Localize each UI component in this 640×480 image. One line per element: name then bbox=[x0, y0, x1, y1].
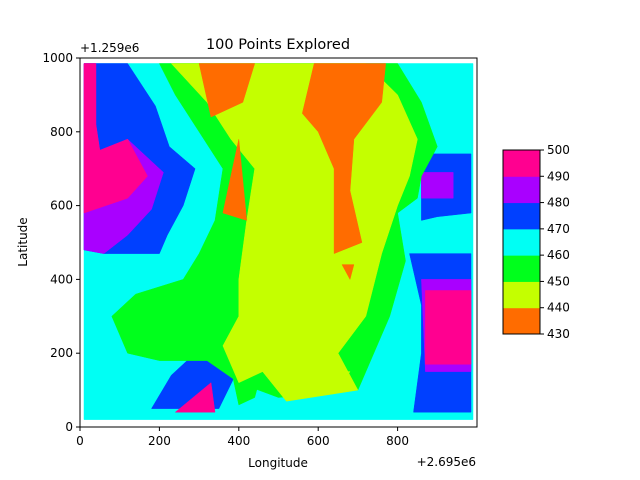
colorbar-swatch bbox=[503, 150, 540, 177]
colorbar-tick-label: 440 bbox=[547, 301, 570, 315]
colorbar-swatch bbox=[503, 307, 540, 335]
y-axis: 0 200 400 600 800 1000 bbox=[42, 51, 80, 434]
y-offset-label: +1.259e6 bbox=[80, 41, 139, 55]
colorbar-swatch bbox=[503, 281, 540, 309]
contour-region-430-0 bbox=[198, 63, 256, 118]
contour-region-440-0 bbox=[170, 63, 418, 402]
x-tick-label: 800 bbox=[386, 434, 409, 448]
colorbar-swatch bbox=[503, 255, 540, 282]
plot-area bbox=[83, 63, 474, 420]
x-offset-label: +2.695e6 bbox=[417, 455, 476, 469]
x-tick-label: 600 bbox=[307, 434, 330, 448]
colorbar-tick-label: 450 bbox=[547, 274, 570, 288]
contour-region-430-1 bbox=[302, 63, 386, 254]
chart-title: 100 Points Explored bbox=[206, 37, 350, 53]
colorbar-tick-label: 460 bbox=[547, 248, 570, 262]
contour-region-440-1 bbox=[270, 371, 351, 395]
contour-region-500-0 bbox=[437, 297, 462, 343]
colorbar-tick-label: 430 bbox=[547, 327, 570, 341]
y-tick-label: 1000 bbox=[42, 51, 73, 65]
contour-region-480-1 bbox=[421, 172, 454, 199]
colorbar-swatch bbox=[503, 228, 540, 256]
colorbar-tick-label: 490 bbox=[547, 169, 570, 183]
colorbar-swatch bbox=[503, 176, 540, 204]
x-axis-label: Longitude bbox=[248, 456, 308, 470]
colorbar-tick-label: 470 bbox=[547, 222, 570, 236]
colorbar-swatch bbox=[503, 202, 540, 230]
colorbar-tick-label: 500 bbox=[547, 143, 570, 157]
y-tick-label: 0 bbox=[65, 420, 73, 434]
x-axis: 0 200 400 600 800 bbox=[76, 427, 409, 448]
x-tick-label: 200 bbox=[148, 434, 171, 448]
y-tick-label: 400 bbox=[50, 272, 73, 286]
colorbar-frame bbox=[502, 149, 541, 335]
x-tick-label: 400 bbox=[227, 434, 250, 448]
contour-region-430-3 bbox=[341, 264, 355, 281]
y-tick-label: 600 bbox=[50, 199, 73, 213]
colorbar-tick-label: 480 bbox=[547, 196, 570, 210]
contour-region-430-2 bbox=[222, 139, 247, 221]
colorbar: 430 440 450 460 470 480 490 500 bbox=[502, 143, 570, 341]
y-tick-label: 800 bbox=[50, 125, 73, 139]
y-tick-label: 200 bbox=[50, 346, 73, 360]
x-tick-label: 0 bbox=[76, 434, 84, 448]
contour-region-490-2 bbox=[174, 382, 216, 413]
contour-region-490-0 bbox=[83, 63, 148, 214]
plot-frame bbox=[79, 57, 478, 428]
y-axis-label: Latitude bbox=[16, 217, 30, 266]
